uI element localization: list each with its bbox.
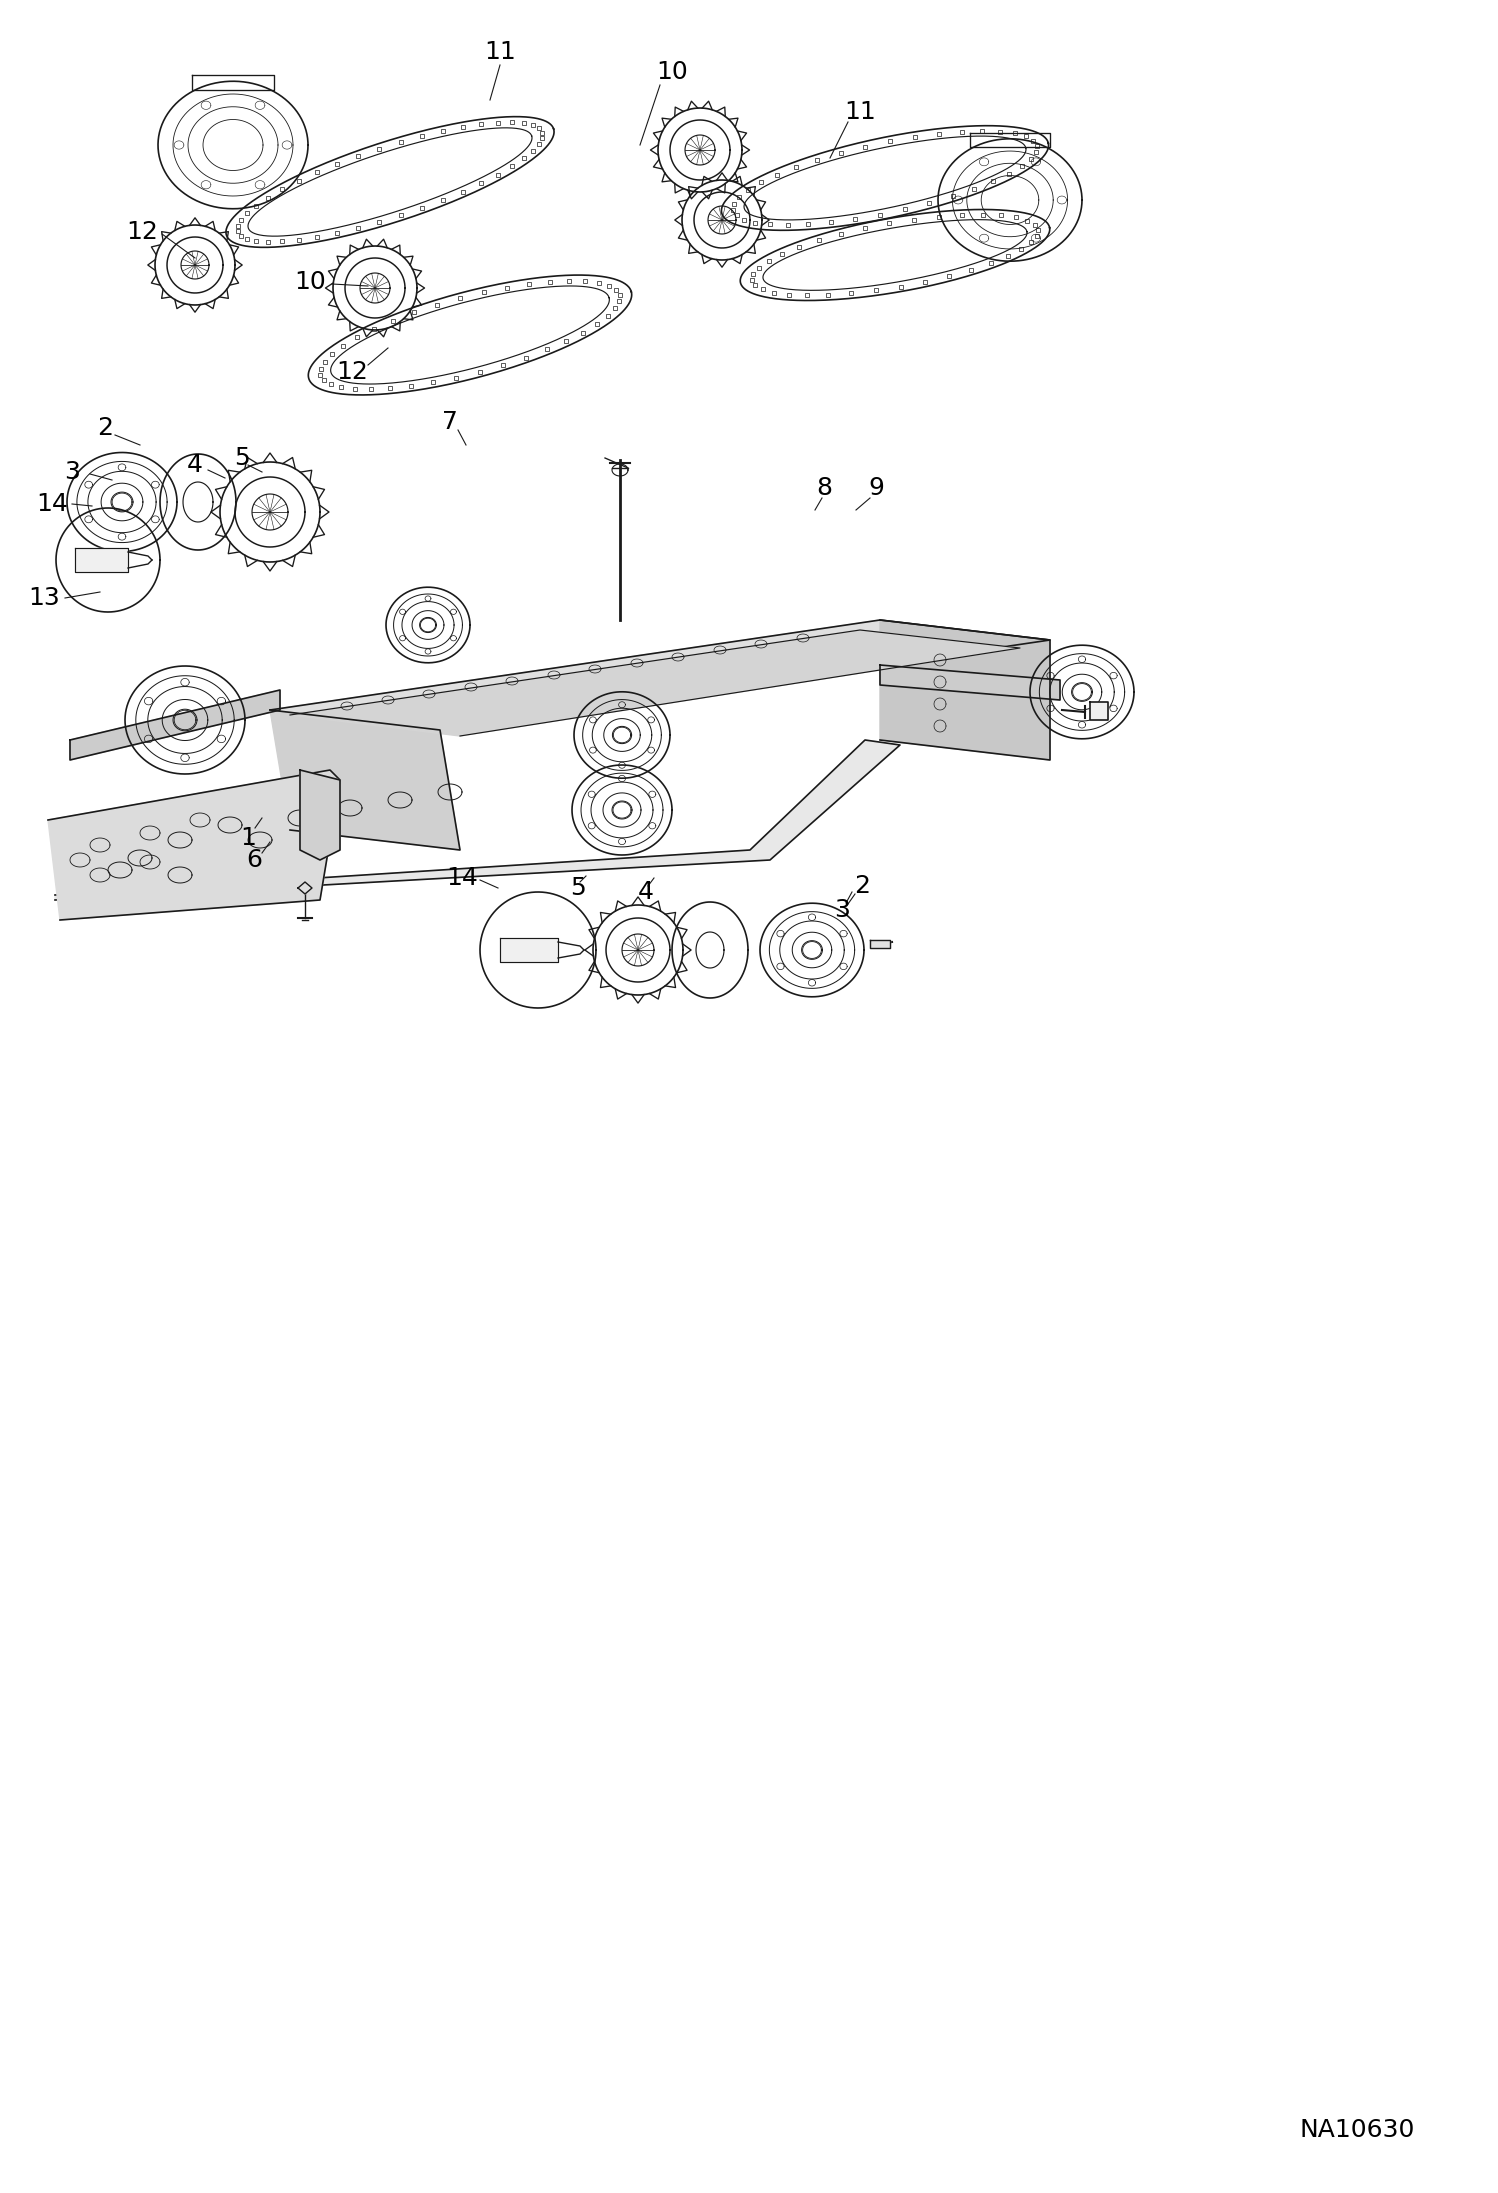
Text: 4: 4 [187, 454, 204, 478]
Text: 11: 11 [484, 39, 515, 64]
Polygon shape [870, 941, 890, 947]
Polygon shape [298, 882, 312, 895]
Polygon shape [291, 629, 1020, 737]
Polygon shape [55, 739, 900, 899]
Text: 1: 1 [240, 827, 256, 851]
Polygon shape [500, 939, 557, 963]
Text: 11: 11 [845, 101, 876, 125]
Text: 3: 3 [64, 461, 79, 485]
Text: 10: 10 [656, 59, 688, 83]
Polygon shape [879, 621, 1050, 761]
Text: 14: 14 [446, 866, 478, 890]
Polygon shape [300, 770, 340, 860]
Polygon shape [70, 691, 280, 761]
Polygon shape [270, 621, 1050, 730]
Text: 3: 3 [834, 897, 849, 921]
Polygon shape [75, 548, 127, 572]
Text: 8: 8 [816, 476, 831, 500]
Text: 5: 5 [571, 875, 586, 899]
Text: 9: 9 [867, 476, 884, 500]
Polygon shape [1091, 702, 1109, 719]
Text: 4: 4 [638, 879, 655, 904]
Text: 2: 2 [854, 875, 870, 897]
Text: 14: 14 [36, 491, 67, 515]
Polygon shape [270, 711, 460, 851]
Text: 5: 5 [234, 445, 250, 469]
Polygon shape [879, 664, 1061, 700]
Text: 7: 7 [442, 410, 458, 434]
Text: 6: 6 [246, 849, 262, 873]
Text: 13: 13 [28, 586, 60, 610]
Text: 12: 12 [336, 360, 369, 384]
Text: NA10630: NA10630 [1300, 2118, 1416, 2143]
Text: 12: 12 [126, 219, 157, 243]
Text: 10: 10 [294, 270, 327, 294]
Polygon shape [48, 770, 340, 921]
Text: 2: 2 [97, 417, 112, 441]
